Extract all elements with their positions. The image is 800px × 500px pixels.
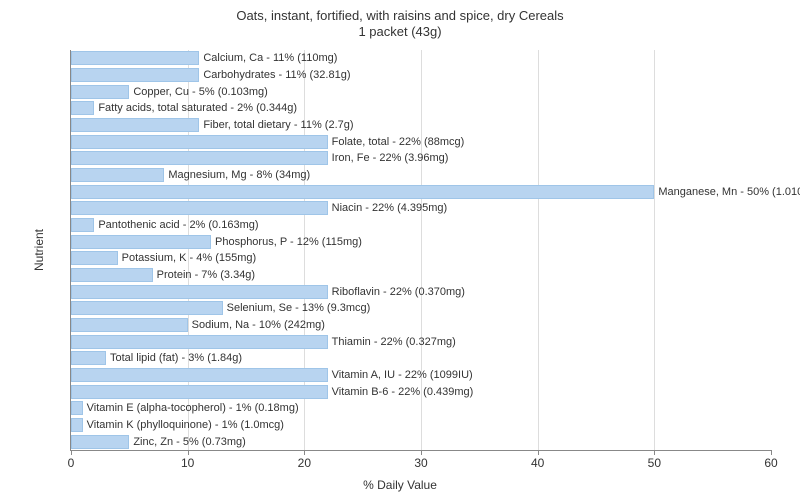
bar-label: Iron, Fe - 22% (3.96mg) bbox=[332, 152, 449, 164]
bar-row: Phosphorus, P - 12% (115mg) bbox=[71, 235, 362, 249]
chart-title-line2: 1 packet (43g) bbox=[0, 24, 800, 39]
bar-label: Fiber, total dietary - 11% (2.7g) bbox=[203, 119, 353, 131]
bar-label: Copper, Cu - 5% (0.103mg) bbox=[133, 86, 268, 98]
bar-label: Magnesium, Mg - 8% (34mg) bbox=[168, 169, 310, 181]
x-tick-label: 10 bbox=[181, 456, 194, 470]
x-axis-label: % Daily Value bbox=[363, 478, 437, 492]
bar-row: Magnesium, Mg - 8% (34mg) bbox=[71, 168, 310, 182]
bar-label: Total lipid (fat) - 3% (1.84g) bbox=[110, 352, 242, 364]
bar-label: Vitamin K (phylloquinone) - 1% (1.0mcg) bbox=[87, 419, 284, 431]
bar-row: Riboflavin - 22% (0.370mg) bbox=[71, 285, 465, 299]
x-tick-label: 60 bbox=[764, 456, 777, 470]
bar-row: Protein - 7% (3.34g) bbox=[71, 268, 255, 282]
nutrient-bar bbox=[71, 101, 94, 115]
nutrient-bar bbox=[71, 268, 153, 282]
nutrient-bar bbox=[71, 251, 118, 265]
bar-label: Fatty acids, total saturated - 2% (0.344… bbox=[98, 102, 297, 114]
x-tick-label: 50 bbox=[648, 456, 661, 470]
x-tick-label: 20 bbox=[298, 456, 311, 470]
bar-label: Potassium, K - 4% (155mg) bbox=[122, 252, 257, 264]
nutrient-bar bbox=[71, 285, 328, 299]
bar-row: Vitamin E (alpha-tocopherol) - 1% (0.18m… bbox=[71, 401, 299, 415]
bar-label: Phosphorus, P - 12% (115mg) bbox=[215, 236, 362, 248]
nutrient-bar bbox=[71, 185, 654, 199]
x-tick-label: 0 bbox=[68, 456, 75, 470]
x-tick-label: 30 bbox=[414, 456, 427, 470]
x-tick-mark bbox=[304, 450, 305, 455]
nutrient-bar bbox=[71, 201, 328, 215]
bar-row: Fiber, total dietary - 11% (2.7g) bbox=[71, 118, 354, 132]
bar-row: Vitamin A, IU - 22% (1099IU) bbox=[71, 368, 473, 382]
bar-label: Calcium, Ca - 11% (110mg) bbox=[203, 52, 337, 64]
nutrient-bar bbox=[71, 218, 94, 232]
bar-label: Zinc, Zn - 5% (0.73mg) bbox=[133, 436, 245, 448]
x-tick-mark bbox=[654, 450, 655, 455]
bar-row: Calcium, Ca - 11% (110mg) bbox=[71, 51, 337, 65]
nutrient-bar bbox=[71, 385, 328, 399]
x-tick-mark bbox=[188, 450, 189, 455]
bar-row: Pantothenic acid - 2% (0.163mg) bbox=[71, 218, 259, 232]
bar-label: Sodium, Na - 10% (242mg) bbox=[192, 319, 325, 331]
bar-label: Folate, total - 22% (88mcg) bbox=[332, 136, 465, 148]
nutrient-bar bbox=[71, 335, 328, 349]
bar-row: Selenium, Se - 13% (9.3mcg) bbox=[71, 301, 370, 315]
bar-row: Total lipid (fat) - 3% (1.84g) bbox=[71, 351, 242, 365]
y-axis-label: Nutrient bbox=[32, 229, 46, 271]
bar-row: Manganese, Mn - 50% (1.010mg) bbox=[71, 185, 800, 199]
bar-row: Copper, Cu - 5% (0.103mg) bbox=[71, 85, 268, 99]
nutrient-bar bbox=[71, 135, 328, 149]
bar-row: Vitamin B-6 - 22% (0.439mg) bbox=[71, 385, 473, 399]
nutrient-bar bbox=[71, 368, 328, 382]
nutrient-bar bbox=[71, 151, 328, 165]
nutrient-bar bbox=[71, 301, 223, 315]
bar-label: Selenium, Se - 13% (9.3mcg) bbox=[227, 302, 371, 314]
bar-label: Riboflavin - 22% (0.370mg) bbox=[332, 286, 465, 298]
bar-row: Folate, total - 22% (88mcg) bbox=[71, 135, 464, 149]
nutrient-bar bbox=[71, 435, 129, 449]
nutrient-bar bbox=[71, 68, 199, 82]
x-tick-mark bbox=[71, 450, 72, 455]
nutrient-bar bbox=[71, 51, 199, 65]
nutrient-bar bbox=[71, 418, 83, 432]
bar-row: Carbohydrates - 11% (32.81g) bbox=[71, 68, 350, 82]
nutrient-bar bbox=[71, 235, 211, 249]
bar-row: Iron, Fe - 22% (3.96mg) bbox=[71, 151, 448, 165]
plot-area: 0102030405060Calcium, Ca - 11% (110mg)Ca… bbox=[70, 50, 771, 451]
gridline bbox=[654, 50, 655, 450]
x-tick-mark bbox=[771, 450, 772, 455]
nutrient-bar bbox=[71, 351, 106, 365]
bar-label: Pantothenic acid - 2% (0.163mg) bbox=[98, 219, 258, 231]
bar-row: Vitamin K (phylloquinone) - 1% (1.0mcg) bbox=[71, 418, 284, 432]
nutrient-bar bbox=[71, 168, 164, 182]
bar-row: Fatty acids, total saturated - 2% (0.344… bbox=[71, 101, 297, 115]
nutrient-bar bbox=[71, 85, 129, 99]
bar-label: Protein - 7% (3.34g) bbox=[157, 269, 255, 281]
nutrient-bar bbox=[71, 118, 199, 132]
nutrient-bar bbox=[71, 401, 83, 415]
bar-label: Vitamin E (alpha-tocopherol) - 1% (0.18m… bbox=[87, 402, 299, 414]
x-tick-mark bbox=[538, 450, 539, 455]
gridline bbox=[538, 50, 539, 450]
bar-row: Zinc, Zn - 5% (0.73mg) bbox=[71, 435, 246, 449]
bar-label: Vitamin B-6 - 22% (0.439mg) bbox=[332, 386, 474, 398]
chart-title-line1: Oats, instant, fortified, with raisins a… bbox=[0, 8, 800, 23]
nutrient-bar bbox=[71, 318, 188, 332]
bar-label: Manganese, Mn - 50% (1.010mg) bbox=[658, 186, 800, 198]
bar-label: Carbohydrates - 11% (32.81g) bbox=[203, 69, 350, 81]
bar-row: Sodium, Na - 10% (242mg) bbox=[71, 318, 325, 332]
bar-row: Thiamin - 22% (0.327mg) bbox=[71, 335, 456, 349]
x-tick-label: 40 bbox=[531, 456, 544, 470]
nutrient-chart: Oats, instant, fortified, with raisins a… bbox=[0, 0, 800, 500]
x-tick-mark bbox=[421, 450, 422, 455]
bar-row: Niacin - 22% (4.395mg) bbox=[71, 201, 447, 215]
bar-row: Potassium, K - 4% (155mg) bbox=[71, 251, 256, 265]
bar-label: Niacin - 22% (4.395mg) bbox=[332, 202, 448, 214]
bar-label: Vitamin A, IU - 22% (1099IU) bbox=[332, 369, 473, 381]
bar-label: Thiamin - 22% (0.327mg) bbox=[332, 336, 456, 348]
